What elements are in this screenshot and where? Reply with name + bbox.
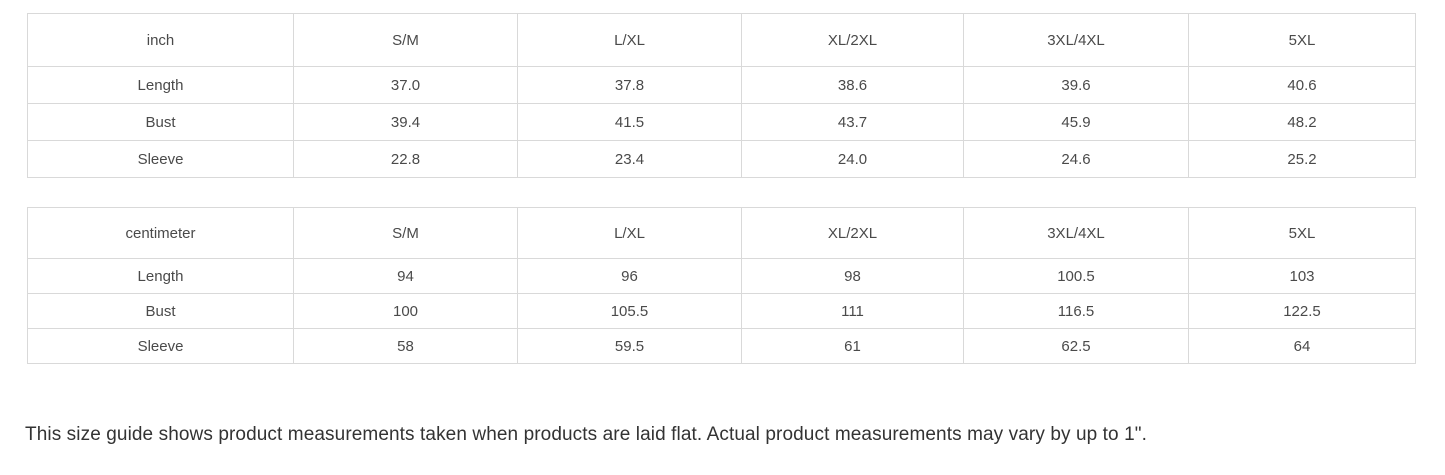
size-column-header: 5XL <box>1188 207 1416 259</box>
size-column-header: S/M <box>293 13 518 67</box>
measurement-value: 59.5 <box>517 328 742 364</box>
measurement-value: 98 <box>741 258 964 294</box>
table-row: Length 37.0 37.8 38.6 39.6 40.6 <box>27 66 1416 104</box>
measurement-value: 64 <box>1188 328 1416 364</box>
size-column-header: L/XL <box>517 13 742 67</box>
size-column-header: L/XL <box>517 207 742 259</box>
unit-label: centimeter <box>27 207 294 259</box>
size-column-header: XL/2XL <box>741 207 964 259</box>
table-row: Sleeve 58 59.5 61 62.5 64 <box>27 328 1416 364</box>
centimeter-size-table: centimeter S/M L/XL XL/2XL 3XL/4XL 5XL L… <box>27 207 1416 364</box>
measurement-value: 116.5 <box>963 293 1189 329</box>
measurement-label: Bust <box>27 293 294 329</box>
table-header-row: inch S/M L/XL XL/2XL 3XL/4XL 5XL <box>27 13 1416 67</box>
measurement-value: 96 <box>517 258 742 294</box>
table-header-row: centimeter S/M L/XL XL/2XL 3XL/4XL 5XL <box>27 207 1416 259</box>
measurement-value: 61 <box>741 328 964 364</box>
size-column-header: 3XL/4XL <box>963 13 1189 67</box>
measurement-value: 58 <box>293 328 518 364</box>
measurement-value: 39.6 <box>963 66 1189 104</box>
measurement-value: 94 <box>293 258 518 294</box>
measurement-value: 38.6 <box>741 66 964 104</box>
measurement-value: 25.2 <box>1188 140 1416 178</box>
measurement-value: 43.7 <box>741 103 964 141</box>
table-row: Bust 100 105.5 111 116.5 122.5 <box>27 293 1416 329</box>
size-column-header: XL/2XL <box>741 13 964 67</box>
measurement-value: 48.2 <box>1188 103 1416 141</box>
measurement-value: 111 <box>741 293 964 329</box>
table-row: Bust 39.4 41.5 43.7 45.9 48.2 <box>27 103 1416 141</box>
size-column-header: 5XL <box>1188 13 1416 67</box>
size-guide-note: This size guide shows product measuremen… <box>25 424 1147 445</box>
measurement-label: Length <box>27 66 294 104</box>
table-row: Sleeve 22.8 23.4 24.0 24.6 25.2 <box>27 140 1416 178</box>
measurement-value: 62.5 <box>963 328 1189 364</box>
size-column-header: 3XL/4XL <box>963 207 1189 259</box>
measurement-value: 45.9 <box>963 103 1189 141</box>
measurement-value: 40.6 <box>1188 66 1416 104</box>
measurement-value: 37.8 <box>517 66 742 104</box>
inch-size-table: inch S/M L/XL XL/2XL 3XL/4XL 5XL Length … <box>27 13 1416 178</box>
measurement-label: Length <box>27 258 294 294</box>
measurement-value: 41.5 <box>517 103 742 141</box>
unit-label: inch <box>27 13 294 67</box>
table-row: Length 94 96 98 100.5 103 <box>27 258 1416 294</box>
measurement-value: 100.5 <box>963 258 1189 294</box>
measurement-label: Sleeve <box>27 140 294 178</box>
measurement-value: 24.0 <box>741 140 964 178</box>
measurement-label: Sleeve <box>27 328 294 364</box>
measurement-value: 37.0 <box>293 66 518 104</box>
measurement-value: 22.8 <box>293 140 518 178</box>
measurement-value: 105.5 <box>517 293 742 329</box>
measurement-label: Bust <box>27 103 294 141</box>
measurement-value: 23.4 <box>517 140 742 178</box>
measurement-value: 122.5 <box>1188 293 1416 329</box>
measurement-value: 100 <box>293 293 518 329</box>
measurement-value: 39.4 <box>293 103 518 141</box>
measurement-value: 24.6 <box>963 140 1189 178</box>
measurement-value: 103 <box>1188 258 1416 294</box>
size-column-header: S/M <box>293 207 518 259</box>
